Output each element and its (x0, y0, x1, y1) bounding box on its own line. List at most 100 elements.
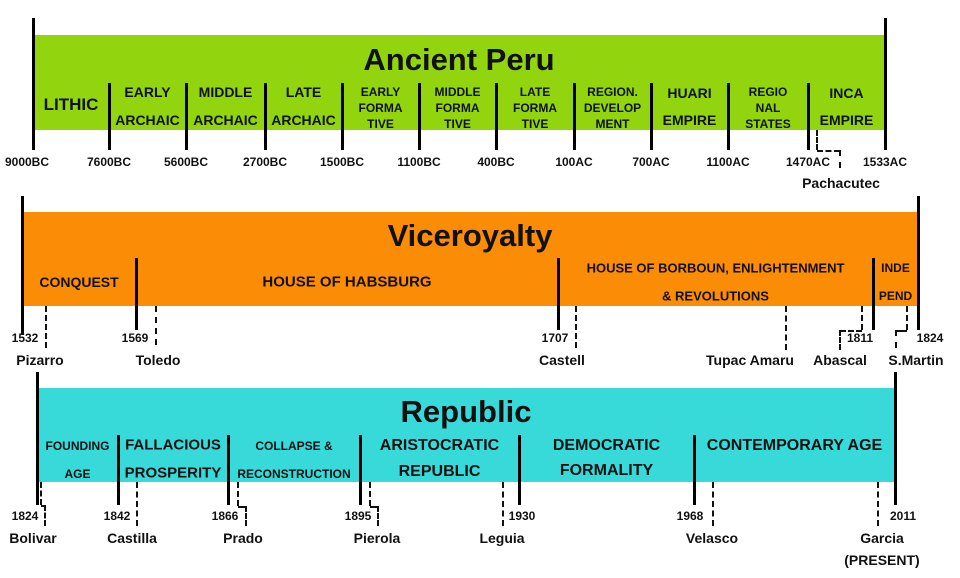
pierola-marker (369, 482, 371, 506)
bolivar-marker (41, 505, 44, 507)
person-label: Bolivar (9, 530, 57, 546)
period-label: TIVE (521, 117, 549, 131)
period-divider (359, 435, 362, 505)
person-label: Leguia (479, 530, 525, 546)
year-label: 400BC (477, 155, 515, 169)
period-label: REGION. (587, 85, 638, 99)
year-label: 2700BC (242, 155, 288, 169)
s-martin-marker (895, 330, 897, 348)
pachacutec-marker (839, 150, 841, 168)
period-divider (185, 83, 188, 150)
period-label: ARCHAIC (115, 112, 180, 128)
person-label: Castell (539, 352, 585, 368)
s-martin-marker (896, 330, 907, 332)
pierola-marker (377, 506, 379, 526)
period-label: DEMOCRATIC (552, 437, 661, 454)
period-label: EMPIRE (662, 112, 717, 128)
period-divider (884, 18, 887, 150)
year-label: 1824 (11, 509, 39, 523)
period-label: CONTEMPORARY AGE (706, 437, 883, 454)
pachacutec-marker (817, 150, 840, 152)
person-label: Pierola (353, 530, 401, 546)
year-label: 1968 (676, 509, 704, 523)
period-label: HOUSE OF HABSBURG (262, 273, 432, 291)
period-label: PROSPERITY (124, 464, 222, 482)
republic-title: Republic (400, 394, 532, 429)
period-divider (807, 83, 810, 150)
period-label: ARCHAIC (193, 112, 258, 128)
year-label: 1707 (541, 331, 569, 345)
period-divider (557, 258, 560, 330)
garcia-marker (877, 482, 879, 526)
period-divider (573, 83, 576, 150)
abascal-marker (840, 330, 862, 332)
period-label: ARCHAIC (271, 112, 336, 128)
person-label: Tupac Amaru (706, 352, 794, 368)
period-label: STATES (745, 117, 791, 131)
year-label: 1569 (121, 331, 149, 345)
person-label: Velasco (685, 530, 739, 546)
year-label: 9000BC (4, 155, 50, 169)
person-label: Toledo (135, 352, 181, 368)
period-label: REPUBLIC (398, 463, 481, 480)
leguia-marker (502, 482, 504, 526)
year-label: 700AC (632, 155, 670, 169)
period-label: FORMA (513, 101, 557, 115)
pizarro-marker (45, 306, 47, 348)
year-label: 1470AC (785, 155, 831, 169)
viceroyalty-band (22, 212, 918, 306)
period-divider (917, 196, 920, 330)
republic-band (37, 388, 895, 482)
toledo-marker (155, 306, 157, 345)
abascal-marker (839, 330, 841, 350)
period-label: FORMALITY (559, 462, 654, 479)
tupac-amaru-marker (785, 306, 787, 350)
period-label: LATE (285, 84, 322, 100)
year-label: 1500BC (319, 155, 365, 169)
period-label: INDE (881, 261, 910, 275)
year-label: 1100AC (706, 155, 750, 169)
period-divider (32, 18, 35, 150)
period-label: RECONSTRUCTION (237, 467, 351, 481)
bolivar-marker (40, 482, 42, 505)
period-label: FALLACIOUS (125, 436, 221, 454)
period-divider (495, 83, 498, 150)
period-divider (117, 435, 120, 505)
year-label: 1532 (11, 331, 39, 345)
person-label: Prado (223, 530, 263, 546)
period-label: MENT (595, 117, 630, 131)
period-divider (894, 372, 897, 505)
period-label: LATE (519, 85, 551, 99)
period-label: AGE (64, 467, 91, 481)
person-label: (PRESENT) (844, 552, 920, 568)
period-divider (108, 83, 111, 150)
period-divider (341, 83, 344, 150)
period-divider (518, 435, 521, 505)
period-divider (418, 83, 421, 150)
person-label: Castilla (107, 530, 157, 546)
period-label: FOUNDING (45, 439, 110, 453)
period-divider (693, 435, 696, 505)
period-label: MIDDLE (434, 85, 481, 99)
period-label: REGIO (748, 85, 788, 99)
period-divider (650, 83, 653, 150)
year-label: 1533AC (862, 155, 908, 169)
period-divider (36, 372, 39, 505)
period-label: EARLY (360, 85, 401, 99)
castilla-marker (136, 482, 138, 526)
period-label: INCA (829, 85, 864, 101)
velasco-marker (712, 482, 714, 526)
period-label: & REVOLUTIONS (662, 288, 769, 304)
person-label: Pizarro (16, 352, 64, 368)
year-label: 1842 (103, 509, 131, 523)
year-label: 1100BC (397, 155, 441, 169)
period-label: EARLY (124, 84, 171, 100)
person-label: S.Martin (888, 352, 944, 368)
period-label: FORMA (358, 101, 403, 115)
abascal-marker (861, 306, 863, 330)
pachacutec-marker (816, 130, 818, 150)
period-label: TIVE (367, 117, 394, 131)
period-label: HUARI (667, 85, 712, 101)
period-divider (227, 435, 230, 505)
year-label: 1930 (508, 509, 536, 523)
